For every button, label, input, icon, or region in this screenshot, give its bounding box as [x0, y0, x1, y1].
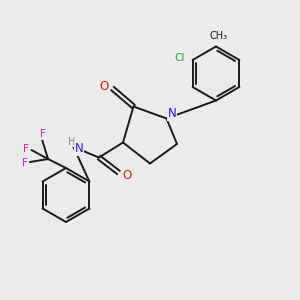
Text: F: F: [40, 129, 46, 139]
Text: Cl: Cl: [174, 53, 184, 64]
Text: O: O: [122, 169, 131, 182]
Text: H: H: [68, 136, 76, 147]
Text: CH₃: CH₃: [210, 31, 228, 41]
Text: N: N: [74, 142, 83, 155]
Text: F: F: [23, 143, 29, 154]
Text: F: F: [22, 158, 28, 169]
Text: O: O: [100, 80, 109, 93]
Text: N: N: [167, 106, 176, 120]
